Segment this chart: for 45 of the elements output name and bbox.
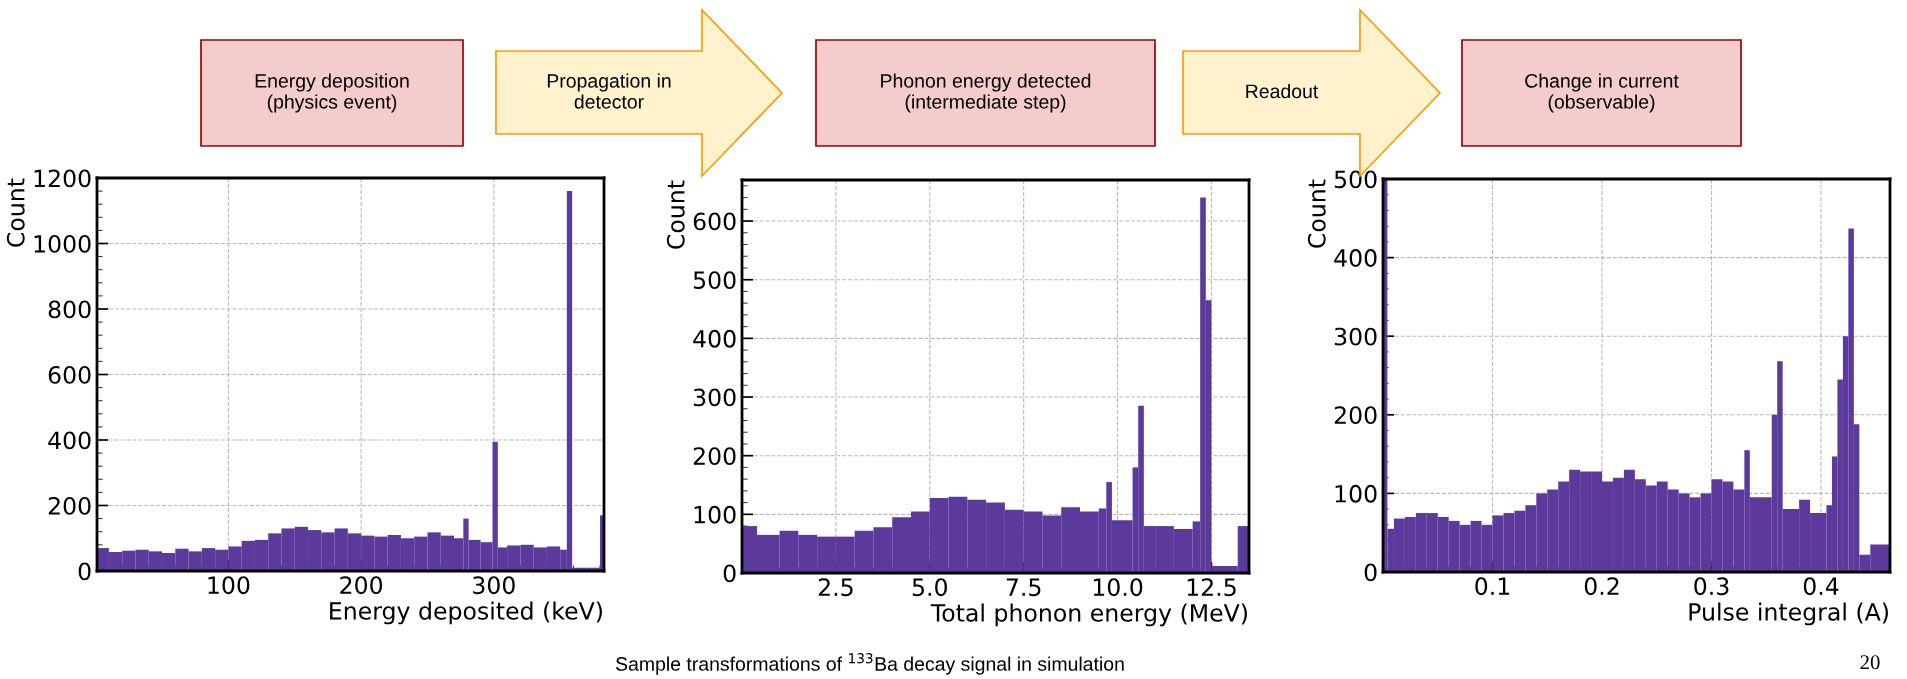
x-tick-label: 5.0 [912,578,947,597]
x-tick-label: 7.5 [1006,578,1041,597]
y-tick-label: 100 [694,505,736,524]
text: Phonon energy detected (intermediate step) [881,73,1091,113]
x-axis-title: Energy deposited (keV) [330,601,602,625]
x-axis-title: Pulse integral (A) [1689,602,1888,626]
x-tick-label: 0.4 [1803,577,1839,596]
y-tick-label: 600 [693,212,736,231]
text: Readout [1246,83,1319,99]
x-tick-label: 0.2 [1584,577,1619,596]
x-axis-title: Total phonon energy (MeV) [930,603,1247,627]
y-axis-title: Count [666,180,685,249]
y-tick-label: 400 [48,431,91,450]
y-tick-label: 600 [48,365,91,384]
y-tick-label: 200 [48,496,91,515]
y-tick-label: 300 [693,388,736,407]
x-tick-label: 300 [473,576,515,595]
y-tick-label: 500 [693,271,736,290]
x-tick-label: 200 [340,576,383,595]
y-tick-label: 100 [1335,484,1377,503]
y-tick-label: 400 [693,329,736,348]
text: 20 [1860,655,1880,670]
y-tick-label: 1000 [34,234,91,253]
x-tick-label: 0.3 [1694,577,1729,596]
x-tick-label: 0.1 [1475,577,1510,596]
x-tick-label: 100 [208,576,250,595]
y-tick-label: 800 [48,300,91,319]
y-tick-label: 400 [1334,249,1377,267]
y-tick-label: 200 [1334,406,1377,425]
y-tick-label: 1200 [34,169,91,188]
text: Energy deposition (physics event) [255,73,409,113]
y-tick-label: 500 [1334,170,1377,189]
y-tick-label: 300 [1334,327,1377,346]
y-tick-label: 0 [1364,563,1377,582]
y-axis-title: Count [1307,179,1326,248]
y-tick-label: 200 [693,447,736,465]
y-axis-title: Count [6,178,25,247]
y-tick-label: 0 [78,562,91,581]
text: Propagation in detector [547,73,671,109]
text: Sample transformations of $^{133}$Ba decay signal in simulation [615,653,1124,675]
x-tick-label: 10.0 [1093,578,1143,597]
y-tick-label: 0 [723,564,736,583]
x-tick-label: 2.5 [818,578,853,597]
x-tick-label: 12.5 [1187,578,1236,597]
text: Change in current (observable) [1525,73,1679,113]
